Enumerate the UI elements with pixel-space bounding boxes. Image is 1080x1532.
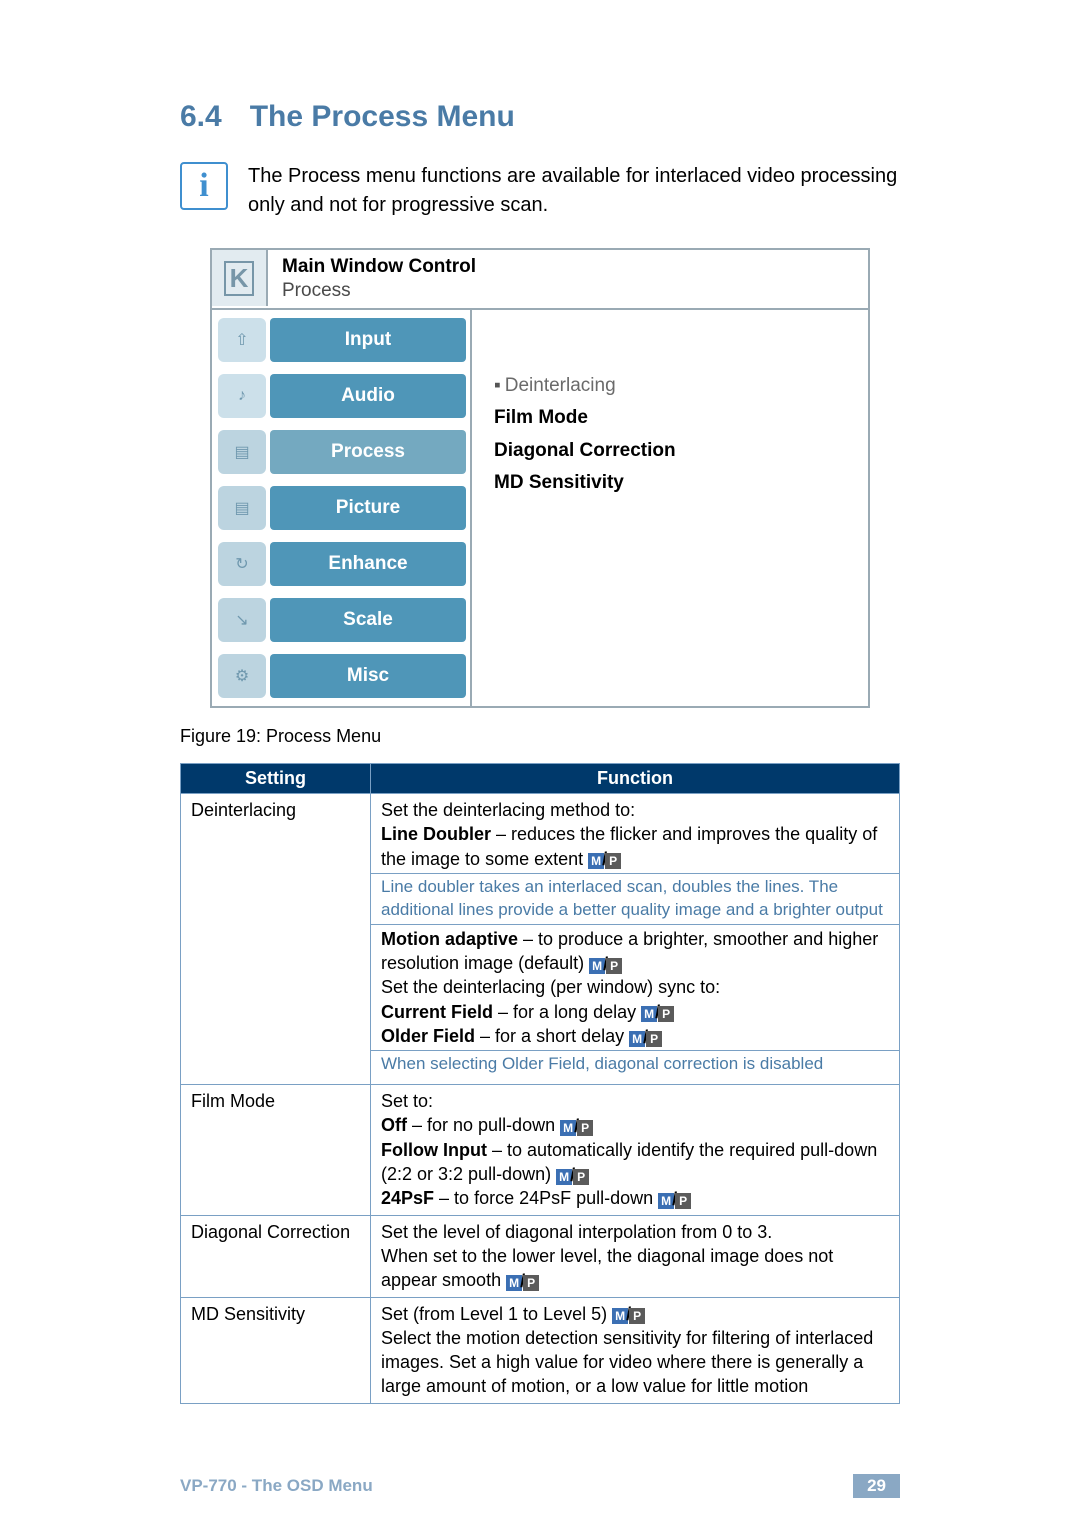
sidebar-item-label: Scale — [270, 598, 466, 642]
mp-badge: M/P — [589, 955, 622, 974]
osd-option-deinterlacing[interactable]: Deinterlacing — [494, 370, 846, 402]
table-text-line: Off – for no pull-down M/P — [381, 1113, 889, 1137]
audio-icon: ♪ — [218, 374, 266, 418]
setting-name-cell: Deinterlacing — [181, 794, 371, 1085]
page-number: 29 — [853, 1474, 900, 1498]
sidebar-item-label: Input — [270, 318, 466, 362]
picture-icon: ▤ — [218, 486, 266, 530]
table-row: DeinterlacingSet the deinterlacing metho… — [181, 794, 900, 1085]
table-text-line: Set (from Level 1 to Level 5) M/P — [381, 1302, 889, 1326]
function-cell: Set the deinterlacing method to:Line Dou… — [371, 794, 900, 1085]
sidebar-item-label: Misc — [270, 654, 466, 698]
sidebar-item-label: Picture — [270, 486, 466, 530]
info-note-text: The Process menu functions are available… — [248, 162, 900, 220]
osd-option-diagonal-correction[interactable]: Diagonal Correction — [494, 435, 846, 467]
section-number: 6.4 — [180, 100, 222, 134]
osd-sidebar: ⇧Input♪Audio▤Process▤Picture↻Enhance↘Sca… — [212, 310, 472, 706]
table-note: When selecting Older Field, diagonal cor… — [371, 1050, 899, 1078]
table-text-line: 24PsF – to force 24PsF pull-down M/P — [381, 1186, 889, 1210]
table-text-line: Older Field – for a short delay M/P — [381, 1024, 889, 1048]
osd-header-line1: Main Window Control — [282, 256, 854, 278]
function-cell: Set the level of diagonal interpolation … — [371, 1215, 900, 1297]
mp-badge: M/P — [658, 1190, 691, 1209]
mp-badge: M/P — [560, 1117, 593, 1136]
figure-caption: Figure 19: Process Menu — [180, 726, 900, 747]
osd-content-panel: DeinterlacingFilm ModeDiagonal Correctio… — [472, 310, 868, 706]
table-row: Film ModeSet to:Off – for no pull-down M… — [181, 1085, 900, 1215]
section-heading: 6.4 The Process Menu — [180, 100, 900, 134]
page-footer: VP-770 - The OSD Menu 29 — [180, 1474, 900, 1498]
input-icon: ⇧ — [218, 318, 266, 362]
table-text-line: Set the deinterlacing (per window) sync … — [381, 975, 889, 999]
table-text-line: Set the level of diagonal interpolation … — [381, 1220, 889, 1244]
sidebar-item-label: Process — [270, 430, 466, 474]
sidebar-item-label: Audio — [270, 374, 466, 418]
function-cell: Set (from Level 1 to Level 5) M/PSelect … — [371, 1297, 900, 1403]
settings-table: Setting Function DeinterlacingSet the de… — [180, 763, 900, 1404]
sidebar-item-picture[interactable]: ▤Picture — [216, 482, 466, 534]
sidebar-item-misc[interactable]: ⚙Misc — [216, 650, 466, 702]
osd-option-film-mode[interactable]: Film Mode — [494, 402, 846, 434]
table-text-line: Line Doubler – reduces the flicker and i… — [381, 822, 889, 871]
table-row: Diagonal Correction Set the level of diag… — [181, 1215, 900, 1297]
osd-option-md-sensitivity[interactable]: MD Sensitivity — [494, 467, 846, 499]
osd-logo: K — [212, 250, 268, 306]
table-text-line: Set the deinterlacing method to: — [381, 798, 889, 822]
mp-badge: M/P — [556, 1166, 589, 1185]
function-cell: Set to:Off – for no pull-down M/PFollow … — [371, 1085, 900, 1215]
mp-badge: M/P — [506, 1272, 539, 1291]
setting-name-cell: Diagonal Correction — [181, 1215, 371, 1297]
table-header-setting: Setting — [181, 764, 371, 794]
sidebar-item-enhance[interactable]: ↻Enhance — [216, 538, 466, 590]
table-text-line: When set to the lower level, the diagona… — [381, 1244, 889, 1293]
osd-screenshot: K Main Window Control Process ⇧Input♪Aud… — [210, 248, 870, 708]
setting-name-cell: Film Mode — [181, 1085, 371, 1215]
setting-name-cell: MD Sensitivity — [181, 1297, 371, 1403]
table-text-line: Select the motion detection sensitivity … — [381, 1326, 889, 1399]
sidebar-item-audio[interactable]: ♪Audio — [216, 370, 466, 422]
table-text-line: Current Field – for a long delay M/P — [381, 1000, 889, 1024]
sidebar-item-scale[interactable]: ↘Scale — [216, 594, 466, 646]
mp-badge: M/P — [612, 1305, 645, 1324]
mp-badge: M/P — [629, 1028, 662, 1047]
table-header-function: Function — [371, 764, 900, 794]
table-row: MD SensitivitySet (from Level 1 to Level… — [181, 1297, 900, 1403]
table-note: Line doubler takes an interlaced scan, d… — [371, 873, 899, 925]
sidebar-item-process[interactable]: ▤Process — [216, 426, 466, 478]
sidebar-item-label: Enhance — [270, 542, 466, 586]
table-text-line: Motion adaptive – to produce a brighter,… — [381, 927, 889, 976]
enhance-icon: ↻ — [218, 542, 266, 586]
info-note-row: i The Process menu functions are availab… — [180, 162, 900, 220]
table-text-line: Set to: — [381, 1089, 889, 1113]
misc-icon: ⚙ — [218, 654, 266, 698]
scale-icon: ↘ — [218, 598, 266, 642]
section-title: The Process Menu — [250, 100, 515, 133]
mp-badge: M/P — [588, 850, 621, 869]
table-text-line: Follow Input – to automatically identify… — [381, 1138, 889, 1187]
info-icon: i — [180, 162, 228, 210]
sidebar-item-input[interactable]: ⇧Input — [216, 314, 466, 366]
footer-title: VP-770 - The OSD Menu — [180, 1476, 373, 1496]
process-icon: ▤ — [218, 430, 266, 474]
osd-header-line2: Process — [282, 280, 854, 302]
mp-badge: M/P — [641, 1003, 674, 1022]
